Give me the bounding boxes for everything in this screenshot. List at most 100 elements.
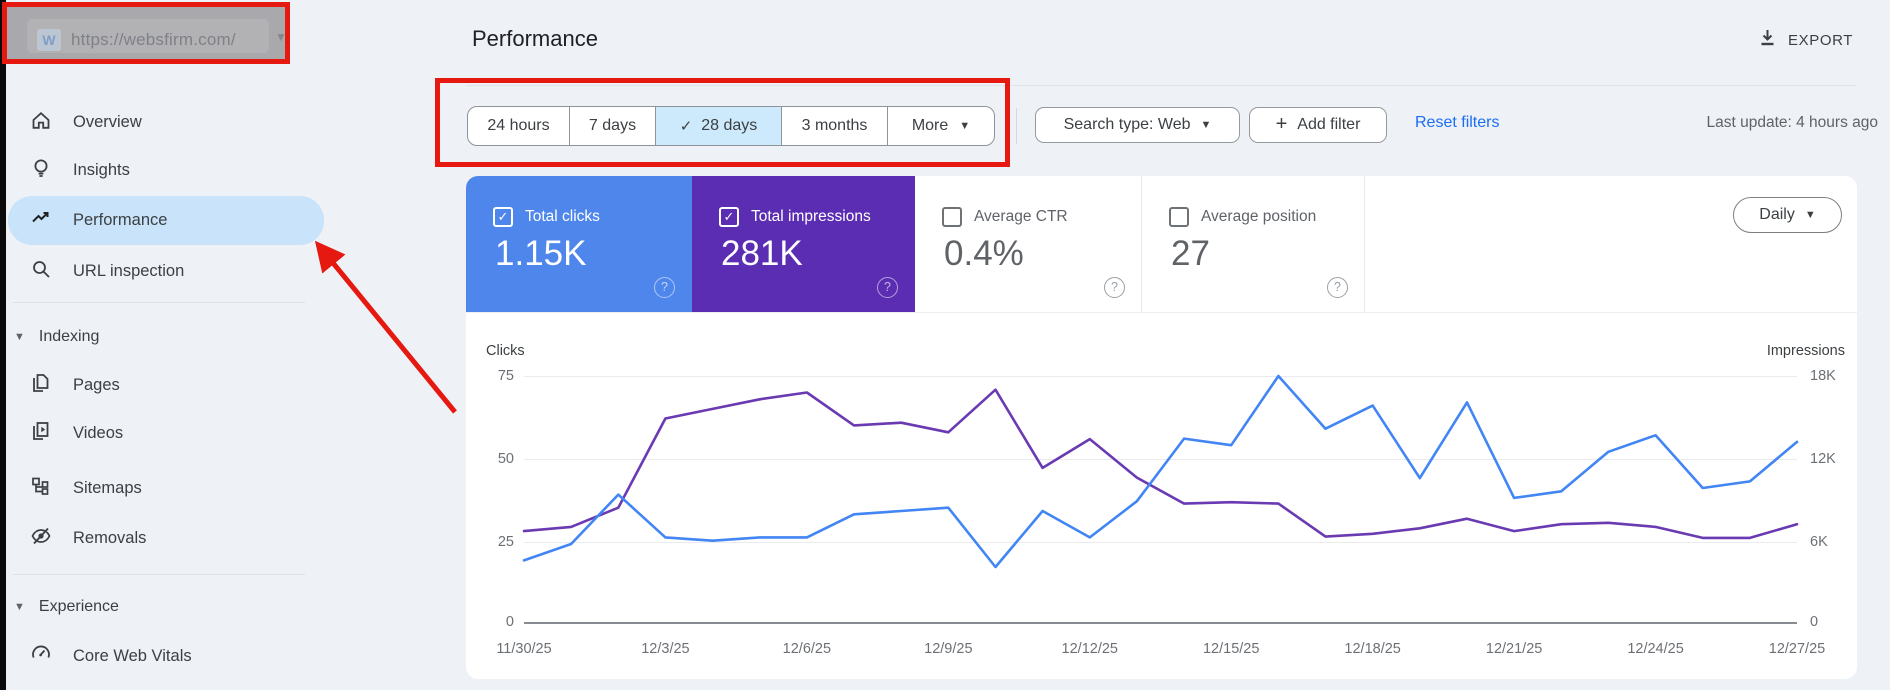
sidebar-item-removals[interactable]: Removals <box>8 514 324 562</box>
export-button[interactable]: EXPORT <box>1758 28 1853 52</box>
chevron-down-icon: ▼ <box>14 331 25 343</box>
download-icon <box>1758 28 1777 52</box>
chevron-down-icon: ▼ <box>1804 209 1816 221</box>
y-tick-left: 0 <box>505 614 514 630</box>
tab-28-days[interactable]: ✓ 28 days <box>656 107 782 145</box>
sidebar-item-label: URL inspection <box>73 261 185 280</box>
average-ctr-checkbox-row[interactable]: ✓ Average CTR <box>942 207 1068 227</box>
y-tick-left: 50 <box>497 451 514 467</box>
x-axis-tick-label: 12/24/25 <box>1627 641 1684 657</box>
video-icon <box>30 420 52 447</box>
x-axis-tick-label: 12/3/25 <box>641 641 690 657</box>
metric-tile-total-clicks[interactable]: ✓ Total clicks 1.15K ? <box>466 176 692 312</box>
sidebar-item-sitemaps[interactable]: Sitemaps <box>8 464 324 512</box>
average-position-checkbox-row[interactable]: ✓ Average position <box>1169 207 1316 227</box>
property-logo-icon: W <box>37 29 61 51</box>
sidebar-item-label: Videos <box>73 423 124 442</box>
metric-value: 0.4% <box>944 234 1024 273</box>
sidebar-item-pages[interactable]: Pages <box>8 361 324 409</box>
help-icon[interactable]: ? <box>1327 277 1348 298</box>
checkbox-checked-icon[interactable]: ✓ <box>493 207 513 227</box>
y-tick-left: 25 <box>497 534 514 550</box>
sidebar-divider <box>13 574 305 575</box>
checkmark-icon: ✓ <box>679 118 693 135</box>
lightbulb-icon <box>30 157 52 184</box>
sitemap-icon <box>30 475 52 502</box>
metric-card-average-ctr[interactable]: ✓ Average CTR 0.4% ? <box>915 176 1142 312</box>
sidebar-item-videos[interactable]: Videos <box>8 409 324 457</box>
sidebar-section-experience[interactable]: ▼ Experience <box>14 587 314 627</box>
eye-off-icon <box>30 525 52 552</box>
cards-bottom-divider <box>466 312 1857 313</box>
right-axis-title: Impressions <box>1766 343 1845 359</box>
checkbox-unchecked-icon[interactable]: ✓ <box>942 207 962 227</box>
screenshot-left-edge <box>0 0 6 690</box>
search-type-label: Search type: Web <box>1063 116 1191 133</box>
tab-more[interactable]: More ▼ <box>888 107 994 145</box>
add-filter-label: Add filter <box>1297 116 1361 133</box>
sidebar-section-label: Indexing <box>38 328 100 345</box>
export-label: EXPORT <box>1788 31 1854 49</box>
magnifier-icon <box>30 258 52 285</box>
tab-7-days[interactable]: 7 days <box>570 107 656 145</box>
annotation-box-date-tabs <box>435 78 1010 167</box>
y-tick-right: 12K <box>1810 451 1836 467</box>
property-selector[interactable] <box>27 19 269 53</box>
x-axis-tick-label: 12/27/25 <box>1768 641 1826 657</box>
last-update-text: Last update: 4 hours ago <box>1706 114 1879 131</box>
help-icon[interactable]: ? <box>877 277 898 298</box>
y-tick-left: 75 <box>497 368 514 384</box>
search-type-dropdown[interactable]: Search type: Web ▼ <box>1035 107 1240 143</box>
x-axis-tick-label: 12/12/25 <box>1061 641 1118 657</box>
plus-icon: + <box>1275 112 1288 135</box>
x-axis-tick-label: 12/9/25 <box>924 641 973 657</box>
date-range-tab-group: 24 hours 7 days ✓ 28 days 3 months More … <box>467 106 995 146</box>
help-icon[interactable]: ? <box>654 277 675 298</box>
chevron-down-icon[interactable]: ▼ <box>275 30 287 44</box>
left-axis-title: Clicks <box>486 343 525 359</box>
help-icon[interactable]: ? <box>1104 277 1125 298</box>
filter-section-divider <box>466 85 1857 86</box>
annotation-arrow <box>314 240 457 414</box>
tab-3-months[interactable]: 3 months <box>782 107 888 145</box>
home-icon <box>30 109 52 136</box>
y-tick-right: 18K <box>1810 368 1836 384</box>
sidebar-item-insights[interactable]: Insights <box>8 146 324 194</box>
sidebar-item-url-inspection[interactable]: URL inspection <box>8 247 324 295</box>
checkbox-unchecked-icon[interactable]: ✓ <box>1169 207 1189 227</box>
metric-value: 1.15K <box>495 234 587 273</box>
gauge-icon <box>30 643 52 670</box>
total-impressions-checkbox-row[interactable]: ✓ Total impressions <box>719 207 871 227</box>
sidebar-item-label: Core Web Vitals <box>73 646 192 665</box>
metric-value: 281K <box>721 234 803 273</box>
sidebar-item-overview[interactable]: Overview <box>8 98 324 146</box>
tab-label: 28 days <box>701 117 758 134</box>
sidebar-item-label: Insights <box>73 160 130 179</box>
metric-tile-total-impressions[interactable]: ✓ Total impressions 281K ? <box>692 176 915 312</box>
page-title: Performance <box>472 26 598 51</box>
sidebar-item-label: Sitemaps <box>73 478 142 497</box>
chevron-down-icon: ▼ <box>959 120 971 132</box>
chevron-down-icon: ▼ <box>14 601 25 613</box>
metric-label: Average position <box>1201 208 1317 225</box>
tab-24-hours[interactable]: 24 hours <box>468 107 570 145</box>
sidebar-item-core-web-vitals[interactable]: Core Web Vitals <box>8 632 324 680</box>
metric-card-average-position[interactable]: ✓ Average position 27 ? <box>1142 176 1365 312</box>
granularity-dropdown[interactable]: Daily ▼ <box>1733 197 1842 233</box>
sidebar-item-label: Pages <box>73 375 120 394</box>
filter-vertical-divider <box>1016 108 1017 144</box>
add-filter-button[interactable]: + Add filter <box>1249 107 1387 143</box>
sidebar-item-performance[interactable]: Performance <box>8 196 324 245</box>
chevron-down-icon: ▼ <box>1200 119 1212 131</box>
property-url: https://websfirm.com/ <box>71 30 236 49</box>
sidebar-divider <box>13 302 305 303</box>
x-axis-tick-label: 11/30/25 <box>496 641 552 657</box>
checkbox-checked-icon[interactable]: ✓ <box>719 207 739 227</box>
reset-filters-link[interactable]: Reset filters <box>1415 114 1500 131</box>
tab-label: 3 months <box>801 117 868 134</box>
sidebar-section-label: Experience <box>38 598 119 615</box>
total-clicks-checkbox-row[interactable]: ✓ Total clicks <box>493 207 600 227</box>
granularity-label: Daily <box>1759 206 1795 223</box>
sidebar-section-indexing[interactable]: ▼ Indexing <box>14 317 314 357</box>
gridline-25 <box>524 542 1797 543</box>
